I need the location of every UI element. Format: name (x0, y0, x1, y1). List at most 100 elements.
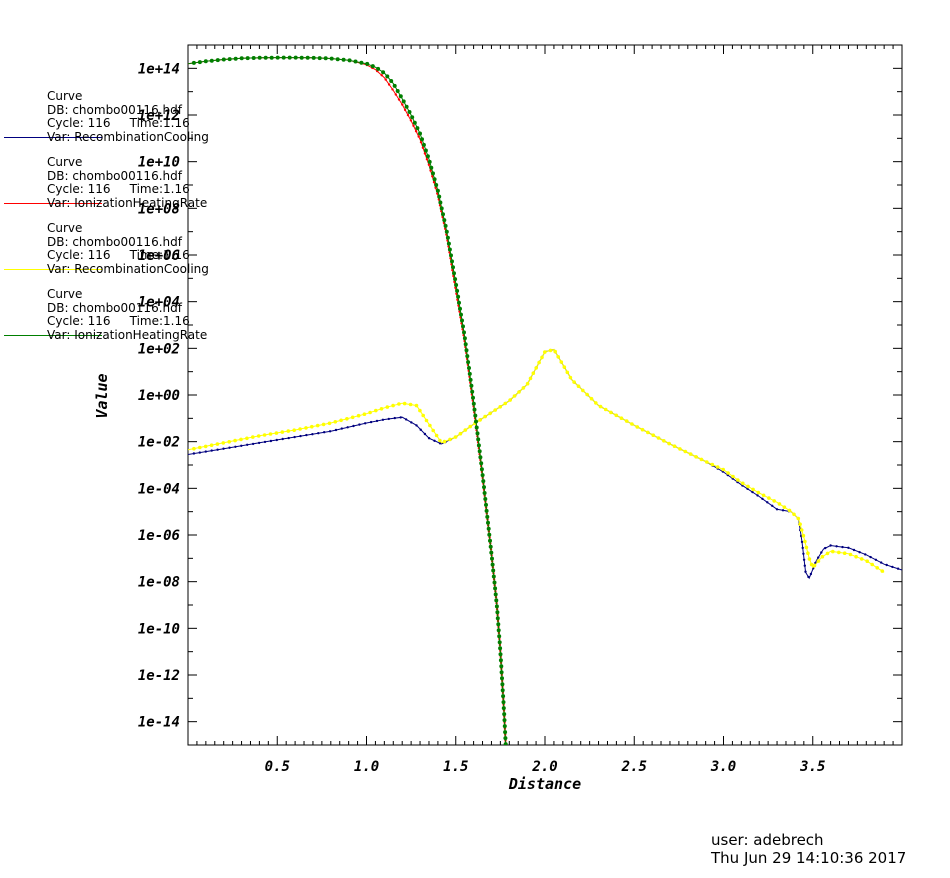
series-marker (311, 433, 314, 436)
series-marker (364, 422, 367, 425)
legend-swatch-yellow (4, 269, 102, 270)
series-marker (498, 646, 503, 651)
series-marker (402, 401, 407, 406)
series-marker (812, 563, 817, 568)
series-marker (395, 89, 400, 93)
series-marker (384, 78, 387, 81)
series-marker (503, 736, 508, 741)
series-marker (499, 664, 504, 669)
series-marker (401, 103, 404, 106)
series-marker (820, 554, 825, 559)
y-tick-label: 1e-14 (138, 715, 180, 731)
series-marker (799, 528, 804, 532)
series-marker (553, 349, 557, 354)
legend-line-2: DB: chombo00116.hdf (47, 102, 182, 117)
series-marker (501, 706, 506, 711)
series-marker (328, 430, 332, 433)
series-marker (412, 124, 415, 128)
legend-swatch-red (4, 203, 102, 204)
series-marker (368, 410, 372, 415)
series-marker (449, 253, 453, 258)
series-marker (370, 64, 375, 69)
series-marker (281, 55, 286, 60)
series-marker (427, 163, 431, 166)
series-marker (802, 558, 806, 561)
series-marker (429, 165, 434, 170)
series-marker (352, 424, 355, 428)
series-marker (585, 392, 589, 397)
series-marker (381, 70, 386, 75)
series-marker (379, 407, 384, 411)
series-marker (233, 56, 238, 61)
series-marker (756, 494, 759, 497)
series-marker (432, 177, 437, 182)
series-marker (197, 60, 202, 65)
series-marker (191, 60, 196, 65)
series-marker (221, 57, 226, 62)
series-marker (407, 110, 412, 114)
series-marker (672, 444, 677, 449)
series-marker (598, 404, 603, 409)
series-marker (339, 418, 343, 423)
series-marker (399, 416, 402, 419)
y-tick-label: 1e-10 (138, 621, 180, 637)
series-2 (188, 348, 885, 573)
series-marker (299, 55, 304, 60)
legend-cycle: Cycle: 116 (47, 116, 111, 130)
series-marker (891, 565, 894, 569)
series-marker (804, 545, 809, 550)
series-marker (329, 56, 334, 61)
series-marker (493, 592, 498, 597)
series-marker (572, 380, 576, 384)
series-marker (359, 60, 364, 65)
series-marker (445, 235, 450, 240)
series-marker (444, 229, 449, 234)
series-marker (807, 557, 812, 561)
y-axis-title: Value (93, 373, 111, 418)
series-marker (678, 447, 682, 451)
series-marker (847, 546, 850, 549)
series-marker (543, 350, 547, 354)
series-marker (419, 141, 423, 144)
series-marker (424, 418, 429, 423)
series-marker (385, 74, 390, 79)
series-marker (479, 467, 484, 472)
series-marker (293, 55, 298, 60)
series-marker (347, 58, 352, 63)
series-marker (209, 443, 214, 448)
series-marker (809, 572, 813, 576)
series-marker (443, 223, 448, 228)
series-marker (263, 440, 267, 444)
series-marker (531, 371, 536, 376)
series-marker (482, 485, 486, 490)
series-marker (433, 439, 436, 442)
series-marker (333, 420, 338, 424)
series-marker (771, 504, 774, 507)
series-marker (263, 55, 268, 60)
series-marker (391, 403, 395, 408)
series-marker (540, 355, 544, 360)
legend-line-1: Curve (47, 89, 83, 103)
legend-line-2: DB: chombo00116.hdf (47, 234, 182, 249)
series-marker (500, 682, 505, 687)
series-marker (480, 473, 485, 478)
series-marker (305, 55, 310, 60)
series-marker (801, 546, 804, 550)
series-marker (459, 312, 463, 317)
legend-entry: Curve DB: chombo00116.hdf Cycle: 116 Tim… (0, 89, 240, 150)
series-marker (409, 119, 413, 122)
series-marker (465, 354, 470, 359)
legend-line-3: Cycle: 116 Time:1.16 (47, 116, 209, 131)
series-marker (476, 443, 481, 448)
series-marker (257, 55, 262, 60)
series-marker (502, 712, 507, 717)
series-marker (497, 640, 502, 645)
series-marker (310, 424, 314, 429)
series-marker (435, 188, 440, 193)
series-marker (614, 413, 618, 418)
x-tick-label: 1.0 (354, 759, 379, 775)
series-marker (635, 425, 639, 429)
legend-text: Curve DB: chombo00116.hdf Cycle: 116 Tim… (47, 221, 209, 276)
series-marker (478, 418, 482, 422)
series-marker (842, 551, 847, 555)
